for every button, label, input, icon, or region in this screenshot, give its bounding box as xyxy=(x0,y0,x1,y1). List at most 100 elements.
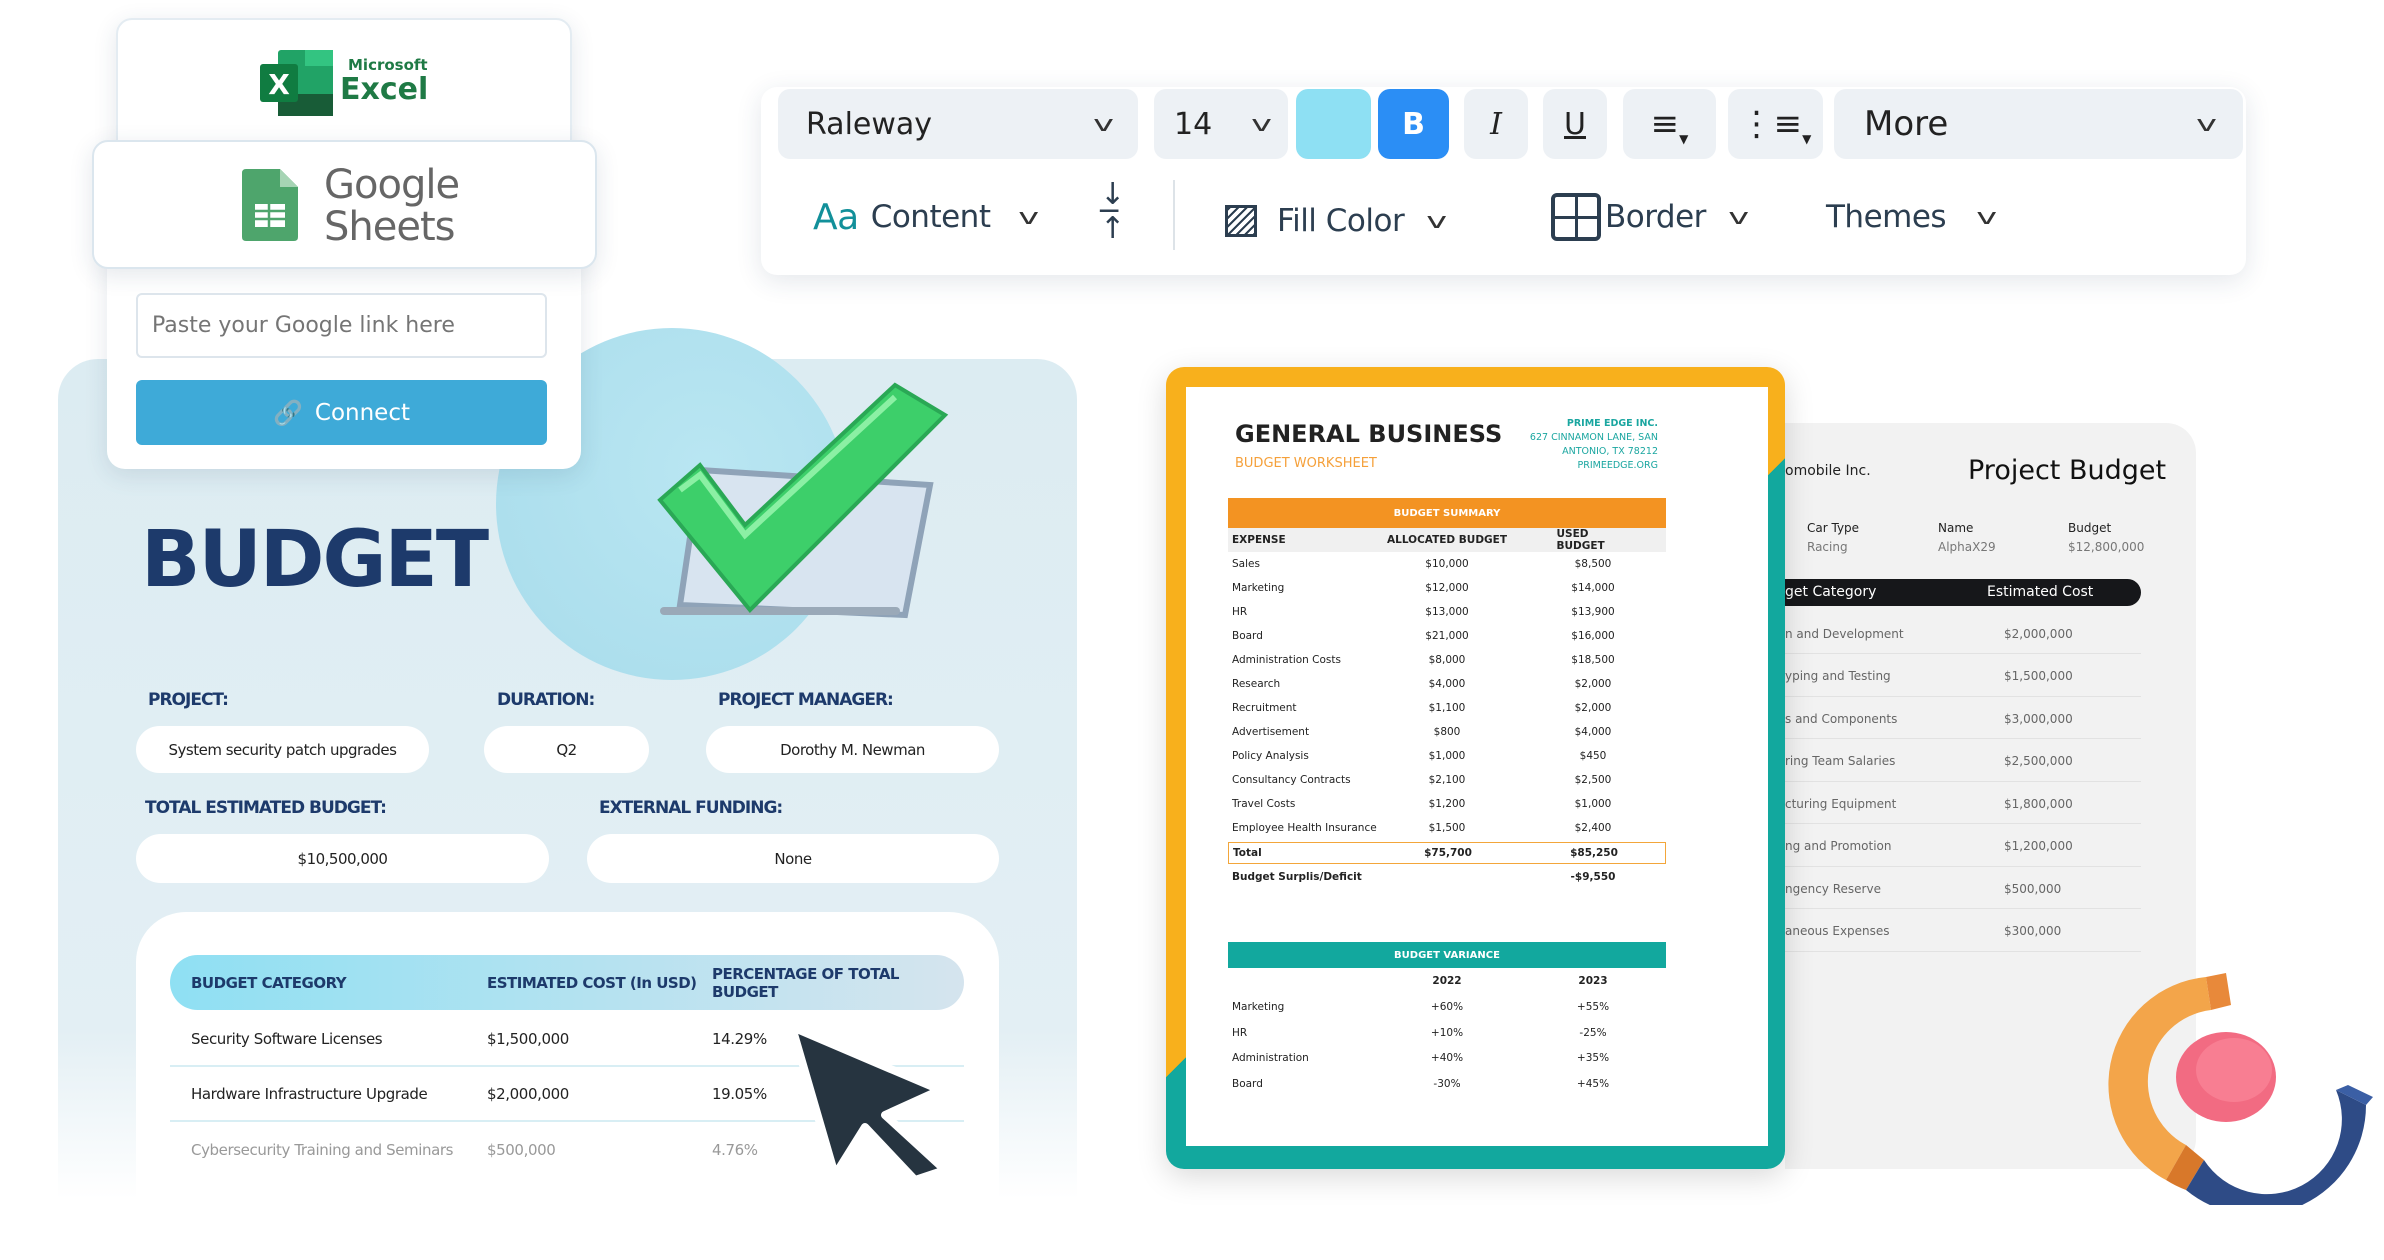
total-label: Total xyxy=(1233,847,1262,859)
variance-2023: -25% xyxy=(1579,1026,1607,1039)
line-spacing-button[interactable]: ↓ ─ ↑ xyxy=(1100,180,1125,246)
estimated-cost: $1,800,000 xyxy=(2004,796,2073,811)
project-table-row[interactable]: ng and Promotion $1,200,000 xyxy=(1785,827,2141,867)
cell-category: Hardware Infrastructure Upgrade xyxy=(191,1084,428,1103)
project-budget-title: Project Budget xyxy=(1968,455,2167,486)
category: aneous Expenses xyxy=(1785,924,1890,938)
align-center-icon: ≡ xyxy=(1650,104,1680,144)
cell-cost: $500,000 xyxy=(487,1140,556,1159)
column-header: ESTIMATED COST (In USD) xyxy=(487,973,697,992)
project-table-header: get Category Estimated Cost xyxy=(1785,579,2141,606)
table-row[interactable]: Cybersecurity Training and Seminars $500… xyxy=(170,1122,964,1177)
variance-category: Administration xyxy=(1232,1052,1309,1065)
cell-category: Cybersecurity Training and Seminars xyxy=(191,1140,454,1159)
google-link-input[interactable] xyxy=(136,293,547,358)
project-field[interactable]: System security patch upgrades xyxy=(136,726,429,773)
themes-dropdown[interactable]: Themes v xyxy=(1826,192,1997,242)
project-manager-field[interactable]: Dorothy M. Newman xyxy=(706,726,999,773)
expense-row[interactable]: Marketing $12,000 $14,000 xyxy=(1228,576,1666,600)
variance-2022: +10% xyxy=(1430,1026,1464,1039)
expense-row[interactable]: Administration Costs $8,000 $18,500 xyxy=(1228,648,1666,672)
chevron-down-icon: v xyxy=(1018,204,1040,230)
total-used: $85,250 xyxy=(1570,847,1618,859)
used-budget: $2,400 xyxy=(1574,822,1612,834)
expense-row[interactable]: Policy Analysis $1,000 $450 xyxy=(1228,744,1666,768)
list-dropdown[interactable]: ⋮≡ ▼ xyxy=(1728,89,1823,159)
expense-row[interactable]: Travel Costs $1,200 $1,000 xyxy=(1228,792,1666,816)
align-dropdown[interactable]: ≡ ▼ xyxy=(1623,89,1716,159)
project-table-row[interactable]: aneous Expenses $300,000 xyxy=(1785,912,2141,952)
text-style-icon: Aa xyxy=(813,196,859,238)
variance-2022: -30% xyxy=(1433,1078,1461,1091)
total-budget-field[interactable]: $10,500,000 xyxy=(136,834,549,883)
bold-button[interactable]: B xyxy=(1378,89,1449,159)
total-budget-label: TOTAL ESTIMATED BUDGET: xyxy=(145,798,387,818)
expense-row[interactable]: Research $4,000 $2,000 xyxy=(1228,672,1666,696)
expense-name: Research xyxy=(1232,678,1281,690)
border-dropdown[interactable]: Border v xyxy=(1551,192,1749,242)
variance-row[interactable]: Marketing +60% +55% xyxy=(1228,995,1666,1019)
summary-column-headers: EXPENSE ALLOCATED BUDGET USED BUDGET xyxy=(1228,528,1666,552)
excel-option-card[interactable]: X Microsoft Excel xyxy=(116,18,572,158)
font-size-dropdown[interactable]: 14 v xyxy=(1154,89,1288,159)
project-table-row[interactable]: s and Components $3,000,000 xyxy=(1785,699,2141,739)
project-table-row[interactable]: yping and Testing $1,500,000 xyxy=(1785,657,2141,697)
bottom-fade xyxy=(58,1180,1077,1260)
sheets-logo-line1: Google xyxy=(324,162,460,208)
variance-row[interactable]: HR +10% -25% xyxy=(1228,1021,1666,1045)
expense-name: Advertisement xyxy=(1232,726,1310,738)
content-dropdown[interactable]: Aa Content v xyxy=(813,192,1040,242)
connect-button[interactable]: 🔗 Connect xyxy=(136,380,547,445)
cell-category: Security Software Licenses xyxy=(191,1029,383,1048)
variance-category: Board xyxy=(1232,1078,1263,1091)
project-table-row[interactable]: ngency Reserve $500,000 xyxy=(1785,869,2141,909)
fill-pattern-icon xyxy=(1225,205,1257,237)
expense-row[interactable]: Sales $10,000 $8,500 xyxy=(1228,552,1666,576)
expense-name: HR xyxy=(1232,606,1248,618)
budget-table-header: BUDGET CATEGORY ESTIMATED COST (In USD) … xyxy=(170,955,964,1010)
link-icon: 🔗 xyxy=(273,398,303,427)
italic-button[interactable]: I xyxy=(1464,89,1528,159)
worksheet-subtitle: BUDGET WORKSHEET xyxy=(1235,456,1377,471)
content-label: Content xyxy=(870,199,991,235)
caret-down-icon: ▼ xyxy=(1802,132,1812,146)
project-table-row[interactable]: ring Team Salaries $2,500,000 xyxy=(1785,742,2141,782)
budget-summary-header: BUDGET SUMMARY xyxy=(1228,498,1666,528)
variance-row[interactable]: Board -30% +45% xyxy=(1228,1072,1666,1096)
estimated-cost: $1,200,000 xyxy=(2004,839,2073,853)
cell-cost: $1,500,000 xyxy=(487,1029,569,1048)
project-table-row[interactable]: cturing Equipment $1,800,000 xyxy=(1785,784,2141,824)
allocated-budget: $13,000 xyxy=(1425,606,1469,618)
expense-name: Consultancy Contracts xyxy=(1232,774,1351,786)
font-family-dropdown[interactable]: Raleway v xyxy=(778,89,1138,159)
expense-row[interactable]: Consultancy Contracts $2,100 $2,500 xyxy=(1228,768,1666,792)
text-color-swatch[interactable] xyxy=(1296,89,1371,159)
column-header: 2022 xyxy=(1432,975,1462,987)
bullet-list-icon: ⋮≡ xyxy=(1739,104,1803,144)
underline-button[interactable]: U xyxy=(1543,89,1607,159)
surplus-row[interactable]: Budget Surplis/Deficit -$9,550 xyxy=(1228,865,1666,889)
expense-name: Employee Health Insurance xyxy=(1232,822,1377,834)
column-header: Estimated Cost xyxy=(1987,584,2094,600)
table-row[interactable]: Security Software Licenses $1,500,000 14… xyxy=(170,1012,964,1067)
more-dropdown[interactable]: More v xyxy=(1834,89,2243,159)
worksheet-title: GENERAL BUSINESS xyxy=(1235,420,1503,448)
duration-field[interactable]: Q2 xyxy=(484,726,649,773)
caret-down-icon: ▼ xyxy=(1679,132,1689,146)
fill-color-dropdown[interactable]: Fill Color v xyxy=(1225,196,1447,246)
estimated-cost: $300,000 xyxy=(2004,924,2062,938)
cell-cost: $2,000,000 xyxy=(487,1084,569,1103)
variance-category: Marketing xyxy=(1232,1001,1285,1013)
expense-row[interactable]: HR $13,000 $13,900 xyxy=(1228,600,1666,624)
external-funding-field[interactable]: None xyxy=(587,834,999,883)
expense-row[interactable]: Advertisement $800 $4,000 xyxy=(1228,720,1666,744)
expense-row[interactable]: Board $21,000 $16,000 xyxy=(1228,624,1666,648)
field-label: Car Type xyxy=(1807,521,1860,535)
project-table-row[interactable]: n and Development $2,000,000 xyxy=(1785,614,2141,654)
expense-row[interactable]: Recruitment $1,100 $2,000 xyxy=(1228,696,1666,720)
variance-row[interactable]: Administration +40% +35% xyxy=(1228,1046,1666,1070)
total-row[interactable]: Total $75,700 $85,250 xyxy=(1228,842,1666,864)
expense-row[interactable]: Employee Health Insurance $1,500 $2,400 xyxy=(1228,816,1666,840)
google-sheets-option-card[interactable]: Google Sheets xyxy=(92,140,597,269)
table-row[interactable]: Hardware Infrastructure Upgrade $2,000,0… xyxy=(170,1067,964,1122)
